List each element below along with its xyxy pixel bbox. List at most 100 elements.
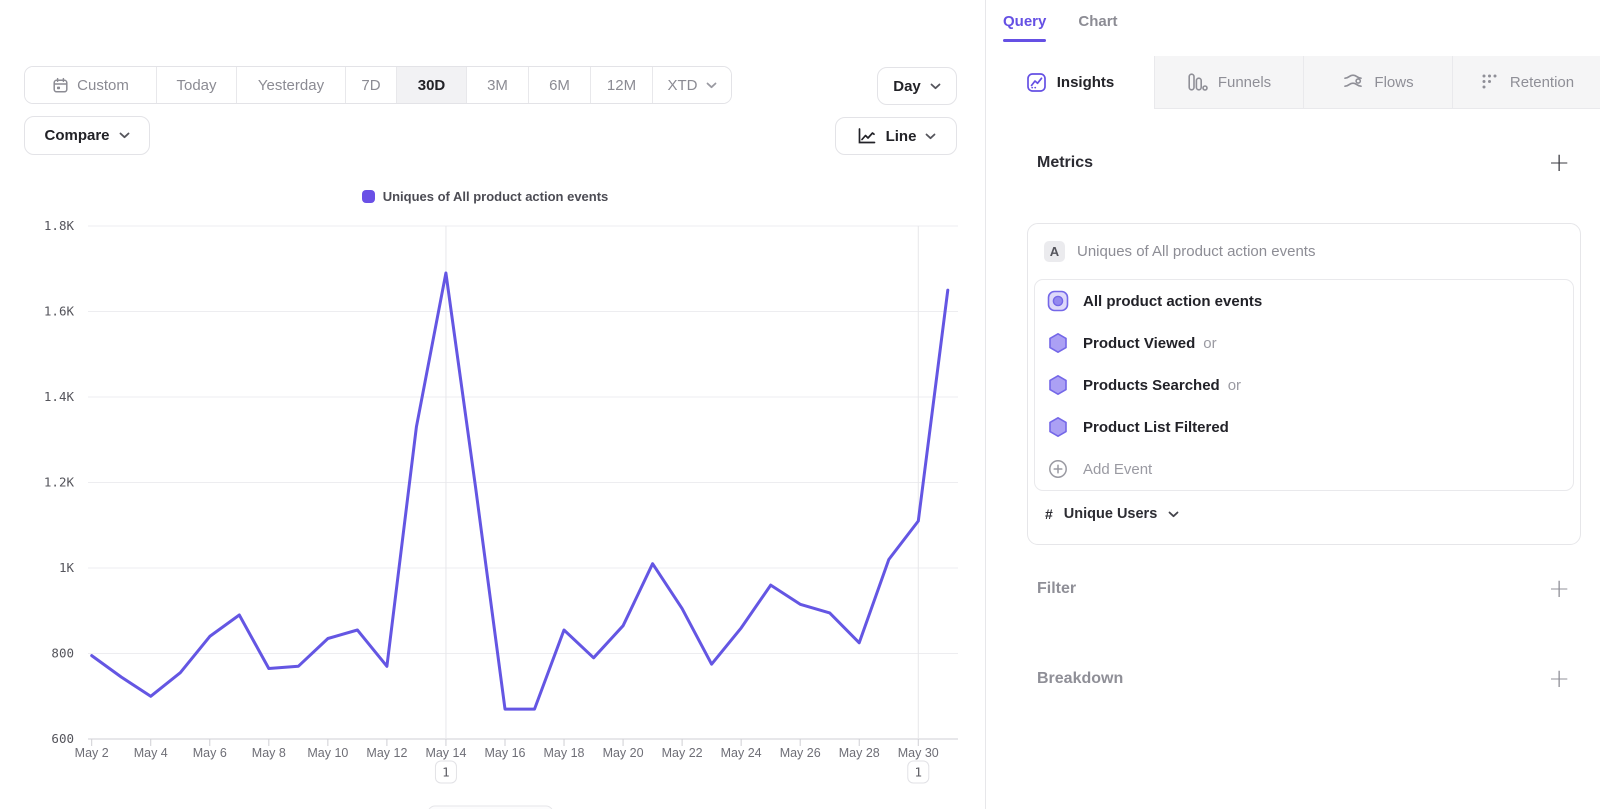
event-name: Product Viewed: [1083, 334, 1196, 352]
x-axis-label: May 18: [544, 746, 585, 760]
annotation-badge-label: 1: [442, 765, 450, 780]
x-axis-label: May 6: [193, 746, 227, 760]
range-label: 3M: [487, 76, 508, 94]
add-event-label: Add Event: [1083, 460, 1153, 478]
filter-title: Filter: [1037, 580, 1077, 597]
add-filter-button[interactable]: +: [1548, 574, 1570, 604]
metric-letter-badge: A: [1044, 241, 1065, 262]
metric-group-row[interactable]: A Uniques of All product action events: [1028, 224, 1580, 279]
range-label: 30D: [417, 76, 446, 94]
add-event-icon: [1047, 458, 1069, 480]
add-event-button[interactable]: Add Event: [1035, 448, 1573, 490]
line-chart-icon: [858, 127, 875, 143]
range-label: 7D: [361, 76, 381, 94]
annotation-badge-label: 1: [915, 765, 923, 780]
x-axis-label: May 26: [780, 746, 821, 760]
range-label: Today: [176, 76, 217, 94]
event-name: Products Searched: [1083, 376, 1220, 394]
combined-events-icon: [1047, 290, 1069, 312]
legend-swatch-icon: [361, 189, 375, 203]
number-icon: #: [1045, 506, 1053, 522]
y-axis-label: 1.4K: [44, 389, 75, 404]
range-custom[interactable]: Custom: [25, 67, 157, 103]
y-axis-label: 1.2K: [44, 475, 75, 490]
report-tab-retention[interactable]: Retention: [1452, 56, 1600, 109]
event-row[interactable]: Product Viewed or: [1035, 322, 1573, 364]
range-xtd[interactable]: XTD: [653, 67, 731, 103]
x-axis-label: May 16: [484, 746, 525, 760]
event-operator: or: [1227, 376, 1242, 394]
y-axis-label: 1K: [59, 560, 75, 575]
panel-tabs: Query Chart: [1003, 13, 1118, 42]
query-panel: Query Chart Insights Funnels Flows Retention…: [985, 0, 1600, 809]
event-row[interactable]: Product List Filtered: [1035, 406, 1573, 448]
date-range-control: Custom Today Yesterday 7D 30D 3M 6M 12M XTD: [24, 66, 732, 104]
y-axis-label: 1.8K: [44, 218, 75, 233]
range-today[interactable]: Today: [157, 67, 237, 103]
range-label: Custom: [77, 76, 129, 94]
range-3m[interactable]: 3M: [467, 67, 529, 103]
legend-label: Uniques of All product action events: [382, 188, 609, 204]
chevron-down-icon: [706, 82, 717, 89]
range-12m[interactable]: 12M: [591, 67, 653, 103]
granularity-label: Day: [893, 77, 921, 95]
add-metric-button[interactable]: +: [1548, 148, 1570, 178]
x-axis-label: May 30: [898, 746, 939, 760]
flows-icon: [1342, 72, 1364, 92]
event-row[interactable]: All product action events: [1035, 280, 1573, 322]
event-row[interactable]: Products Searched or: [1035, 364, 1573, 406]
tab-query[interactable]: Query: [1003, 13, 1047, 42]
x-axis-label: May 24: [721, 746, 762, 760]
compare-label: Compare: [44, 127, 110, 144]
chevron-down-icon: [930, 83, 941, 89]
y-axis-label: 600: [51, 731, 74, 746]
metrics-title: Metrics: [1037, 154, 1094, 171]
report-tab-label: Insights: [1056, 74, 1115, 91]
event-hexagon-icon: [1047, 332, 1069, 354]
compare-button[interactable]: Compare: [24, 116, 150, 155]
measurement-label: Unique Users: [1063, 506, 1158, 522]
report-tab-flows[interactable]: Flows: [1303, 56, 1452, 109]
range-6m[interactable]: 6M: [529, 67, 591, 103]
x-axis-label: May 8: [252, 746, 286, 760]
range-label: 12M: [606, 76, 637, 94]
granularity-button[interactable]: Day: [877, 67, 957, 105]
filter-section-header: Filter +: [1037, 574, 1570, 604]
report-type-tabs: Insights Funnels Flows Retention: [986, 56, 1600, 109]
report-tab-insights[interactable]: Insights: [986, 56, 1154, 109]
add-breakdown-button[interactable]: +: [1548, 664, 1570, 694]
x-axis-label: May 20: [603, 746, 644, 760]
event-operator: or: [1203, 334, 1217, 352]
tab-chart[interactable]: Chart: [1078, 13, 1118, 30]
y-axis-label: 800: [51, 646, 74, 661]
report-tab-funnels[interactable]: Funnels: [1154, 56, 1303, 109]
range-yesterday[interactable]: Yesterday: [237, 67, 346, 103]
funnels-icon: [1187, 72, 1208, 93]
range-label: Yesterday: [257, 76, 325, 94]
chart-legend: Uniques of All product action events: [50, 187, 920, 205]
chart-type-label: Line: [885, 127, 917, 145]
range-7d[interactable]: 7D: [346, 67, 397, 103]
annotation-badge[interactable]: [434, 760, 457, 784]
chevron-down-icon: [1168, 511, 1179, 517]
x-axis-label: May 28: [839, 746, 880, 760]
metrics-section-header: Metrics +: [1037, 148, 1570, 178]
report-tab-label: Retention: [1509, 73, 1575, 91]
trend-chart[interactable]: 600 800 1K 1.2K 1.4K 1.6K 1.8K May 2 May 4 May 6 M…: [0, 210, 985, 809]
metric-group-title: Uniques of All product action events: [1077, 243, 1316, 260]
calendar-icon: [52, 77, 69, 94]
range-label: 6M: [549, 76, 570, 94]
events-card: All product action events Product Viewed o…: [1034, 279, 1574, 491]
report-tab-label: Flows: [1374, 73, 1414, 91]
measurement-selector[interactable]: # Unique Users: [1028, 491, 1580, 537]
series-line[interactable]: [90, 271, 950, 711]
annotation-badge[interactable]: [907, 760, 930, 784]
chevron-down-icon: [119, 132, 129, 139]
chart-panel: Custom Today Yesterday 7D 30D 3M 6M 12M XTD Comp…: [0, 66, 985, 809]
range-30d[interactable]: 30D: [397, 67, 467, 103]
event-name: Product List Filtered: [1083, 418, 1229, 436]
clipped-bottom-control[interactable]: [428, 805, 553, 809]
chart-type-button[interactable]: Line: [835, 117, 957, 155]
insights-icon: [1026, 72, 1047, 93]
